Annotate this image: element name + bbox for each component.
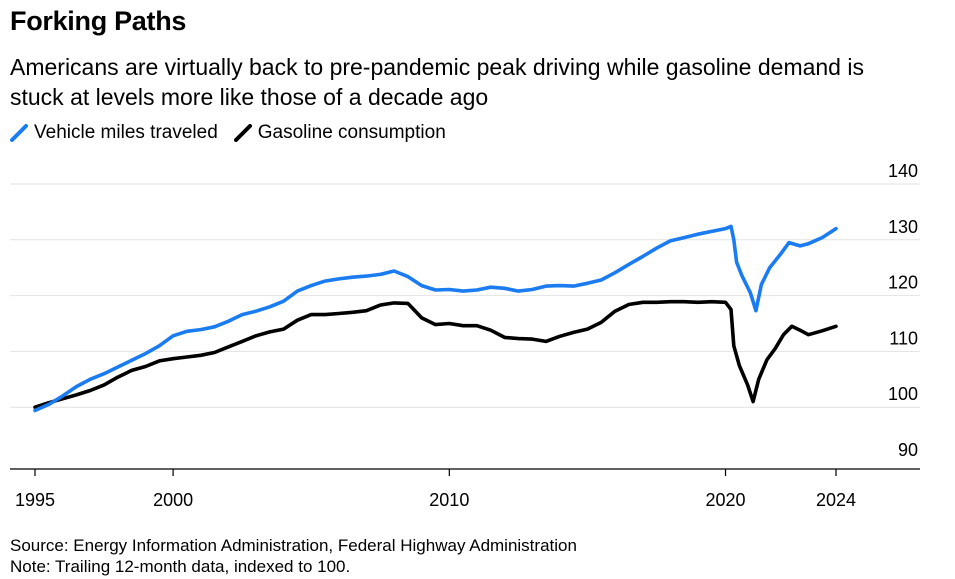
legend-item-gasoline: Gasoline consumption [233, 122, 446, 144]
x-tick-label-2024: 2024 [816, 490, 856, 510]
x-tick-label-1995: 1995 [15, 490, 55, 510]
x-tick-label-2000: 2000 [153, 490, 193, 510]
chart-title: Forking Paths [10, 6, 187, 36]
series-line-vehicle-miles [33, 224, 838, 413]
y-tick-label-120: 120 [888, 273, 918, 293]
legend-label-vmt: Vehicle miles traveled [34, 122, 218, 143]
source-note: Source: Energy Information Administratio… [10, 536, 577, 555]
y-tick-label-90: 90 [898, 440, 918, 460]
y-tick-label-140: 140 [888, 161, 918, 181]
y-tick-label-130: 130 [888, 217, 918, 237]
y-tick-label-110: 110 [889, 328, 918, 348]
legend-label-gasoline: Gasoline consumption [257, 122, 446, 143]
legend-item-vmt: Vehicle miles traveled [10, 122, 218, 144]
x-tick-label-2010: 2010 [429, 490, 469, 510]
series-line-gasoline [33, 299, 838, 409]
footnote: Note: Trailing 12-month data, indexed to… [10, 557, 351, 576]
footer: Source: Energy Information Administratio… [10, 535, 577, 577]
y-tick-label-100: 100 [888, 384, 918, 404]
legend-swatch-gasoline [233, 124, 252, 142]
chart-subtitle: Americans are virtually back to pre-pand… [10, 54, 864, 110]
x-tick-label-2020: 2020 [705, 490, 745, 510]
legend-swatch-vmt [10, 124, 28, 142]
legend: Vehicle miles traveled Gasoline consumpt… [10, 122, 462, 144]
